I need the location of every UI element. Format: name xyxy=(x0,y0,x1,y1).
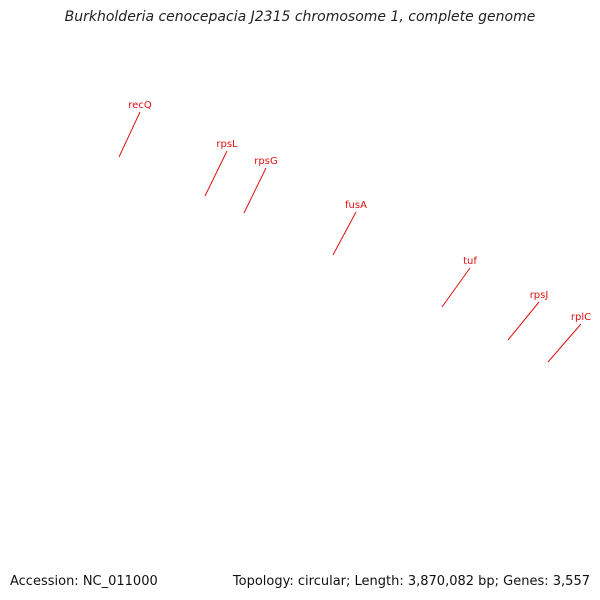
leader-line xyxy=(507,301,540,341)
gene-label-rpsL: rpsL xyxy=(216,139,238,150)
label-track: 268 kbp269 kbp270 kbp271 kbp272 kbp273 k… xyxy=(118,100,591,363)
map-title: Burkholderia cenocepacia J2315 chromosom… xyxy=(64,9,536,25)
leader-line xyxy=(243,167,267,214)
leader-line xyxy=(547,323,582,363)
gene-label-rpsG: rpsG xyxy=(254,156,277,167)
gene-label-fusA: fusA xyxy=(345,200,367,211)
gene-label-tuf: tuf xyxy=(463,256,477,267)
leader-line xyxy=(204,150,228,197)
leader-line xyxy=(118,111,141,158)
gene-label-rpsJ: rpsJ xyxy=(530,290,549,301)
gene-label-rplC: rplC xyxy=(571,312,591,323)
tick-track xyxy=(0,0,24,88)
genome-summary-text: Topology: circular; Length: 3,870,082 bp… xyxy=(232,574,590,589)
gene-label-recQ: recQ xyxy=(128,100,152,111)
accession-text: Accession: NC_011000 xyxy=(10,574,158,589)
leader-line xyxy=(441,267,471,308)
leader-line xyxy=(332,211,357,256)
